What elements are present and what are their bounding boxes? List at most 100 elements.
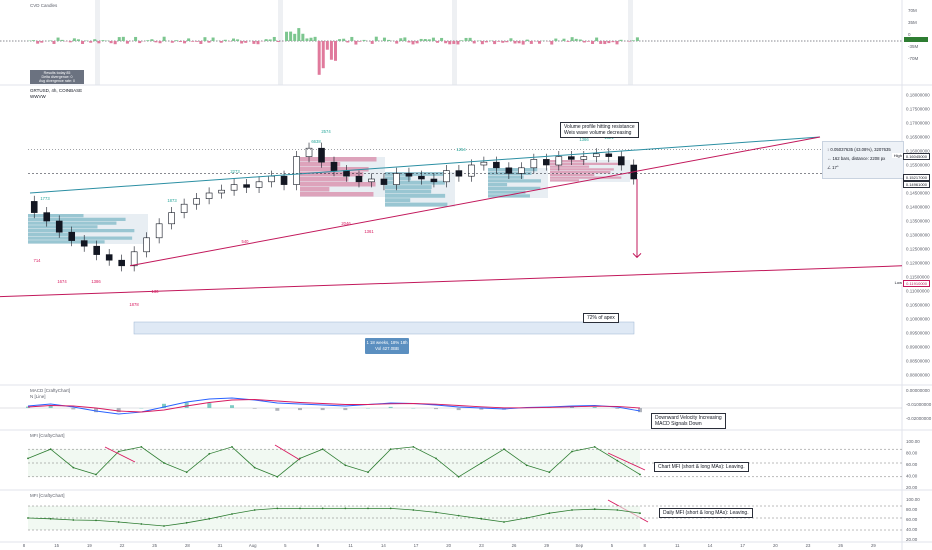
cvd-bar bbox=[121, 36, 125, 41]
price-tick-label: 0.08500000 bbox=[906, 359, 930, 364]
cvd-pane-title: CVD Candles bbox=[30, 3, 58, 8]
x-tick-label: 26 bbox=[512, 543, 517, 548]
cvd-bar bbox=[591, 41, 595, 44]
price-tick-label: 0.12000000 bbox=[906, 261, 930, 266]
wave-label-down: 136 bbox=[152, 289, 160, 294]
cvd-bar bbox=[56, 37, 60, 41]
volume-profile-row bbox=[550, 171, 611, 174]
candle-body bbox=[580, 156, 588, 160]
macd-histogram-bar bbox=[162, 403, 166, 408]
volume-profile-row bbox=[488, 190, 526, 194]
cvd-bar bbox=[509, 38, 513, 41]
daily-mfi-line bbox=[27, 508, 641, 527]
candle-body bbox=[393, 173, 400, 185]
cvd-bar bbox=[203, 37, 207, 41]
cvd-bar bbox=[187, 38, 191, 41]
wave-label-up: 1366 bbox=[579, 137, 589, 142]
cvd-bar bbox=[525, 39, 529, 41]
macd-histogram-bar bbox=[615, 408, 620, 409]
volume-profile-row bbox=[488, 186, 541, 190]
candle-body bbox=[155, 223, 163, 239]
cvd-bar bbox=[199, 41, 203, 44]
cvd-bar bbox=[52, 41, 56, 44]
cvd-bar bbox=[232, 38, 235, 41]
x-tick-label: 31 bbox=[218, 543, 223, 548]
price-tick-label: 0.11000000 bbox=[906, 289, 930, 294]
cvd-bar bbox=[285, 31, 289, 41]
candle-body bbox=[418, 175, 425, 180]
date-range-line-2: Vol 427.0BB bbox=[375, 346, 399, 351]
candle-body bbox=[368, 178, 375, 183]
volume-profile-row bbox=[28, 217, 126, 221]
measure-line-2-text: 162 bars, distance: 2208 px bbox=[832, 156, 886, 161]
cvd-bar bbox=[574, 38, 578, 41]
price-tick-label: 0.10500000 bbox=[906, 303, 930, 308]
symbol-header: GRTUSD, 4h, COINBASE WWVW bbox=[30, 88, 82, 100]
candle-body bbox=[617, 156, 625, 166]
volume-profile-row bbox=[488, 183, 508, 187]
x-tick-label: 25 bbox=[152, 543, 157, 548]
cvd-bar bbox=[334, 41, 337, 61]
candle-body bbox=[568, 156, 575, 160]
cvd-bar bbox=[358, 41, 362, 42]
price-tick-label: 0.18000000 bbox=[906, 93, 930, 98]
cvd-bar bbox=[595, 37, 599, 41]
cvd-axis-label: 35M bbox=[908, 20, 917, 25]
x-tick-label: 19 bbox=[87, 543, 92, 548]
symbol-title[interactable]: GRTUSD, 4h, COINBASE bbox=[30, 88, 83, 93]
cvd-bar bbox=[101, 40, 105, 41]
price-tick-label: 0.12500000 bbox=[906, 247, 930, 252]
cvd-bar bbox=[183, 41, 187, 44]
macd-axis-label: 0.00000000 bbox=[906, 388, 930, 393]
cvd-bar bbox=[452, 41, 456, 44]
cvd-bar bbox=[599, 41, 603, 44]
cvd-bar bbox=[158, 41, 162, 44]
x-tick-label: 29 bbox=[871, 543, 876, 548]
cvd-bar bbox=[354, 41, 358, 45]
volume-profile-row bbox=[28, 214, 84, 218]
cvd-bar bbox=[501, 41, 505, 43]
cvd-bar bbox=[81, 41, 85, 44]
cvd-bar bbox=[191, 41, 195, 42]
candle-body bbox=[318, 147, 325, 163]
candle-body bbox=[118, 259, 125, 267]
volume-profile-row bbox=[550, 160, 585, 163]
cvd-bar bbox=[240, 41, 244, 44]
cvd-bar bbox=[554, 38, 558, 41]
cvd-bar bbox=[289, 31, 293, 41]
cvd-bar bbox=[125, 41, 129, 44]
cvd-bar bbox=[301, 33, 305, 41]
volume-profile-row bbox=[300, 192, 374, 197]
cvd-bar bbox=[236, 39, 240, 41]
macd-axis-label: -0.02000000 bbox=[906, 416, 932, 421]
macd-note: Downward Velocity Increasing MACD Signals… bbox=[651, 413, 726, 429]
volume-profile-row bbox=[300, 157, 377, 162]
macd-histogram-bar bbox=[94, 408, 98, 413]
cvd-bar bbox=[195, 41, 199, 42]
volume-profile-row bbox=[300, 162, 341, 167]
cvd-axis-label: -70M bbox=[908, 56, 919, 61]
volume-profile-row bbox=[488, 168, 538, 172]
macd-histogram-bar bbox=[320, 408, 325, 411]
cvd-bar bbox=[480, 41, 484, 45]
macd-histogram-bar bbox=[275, 408, 280, 411]
cvd-bar bbox=[562, 38, 566, 41]
mfi-axis-label: 40.00 bbox=[906, 474, 918, 479]
macd-histogram-bar bbox=[252, 408, 257, 409]
candle-body bbox=[518, 167, 525, 174]
measure-line-2: ↔ 162 bars, distance: 2208 px bbox=[827, 156, 886, 161]
chart-mfi-note: Chart MFI (short & long MAs): Leaving. bbox=[654, 462, 749, 472]
candle-body bbox=[143, 237, 150, 253]
x-tick-label: 20 bbox=[773, 543, 778, 548]
macd-note-line-1: Downward Velocity Increasing bbox=[655, 415, 722, 421]
cvd-bar bbox=[313, 36, 317, 41]
measure-tooltip: ↕ 0.05037635 (43.08%), 3207635 ↔ 162 bar… bbox=[822, 141, 904, 179]
x-tick-label: Sep bbox=[576, 543, 584, 548]
mfi-axis-label: 60.00 bbox=[906, 517, 918, 522]
cvd-bar bbox=[374, 36, 378, 41]
mfi-down-arrow bbox=[607, 452, 646, 471]
wave-label-up: 1873 bbox=[167, 198, 177, 203]
macd-pane-title: MACD [CraftyChart] bbox=[30, 388, 71, 393]
price-tick-label: 0.17000000 bbox=[906, 121, 930, 126]
volume-profile-row bbox=[385, 202, 448, 207]
